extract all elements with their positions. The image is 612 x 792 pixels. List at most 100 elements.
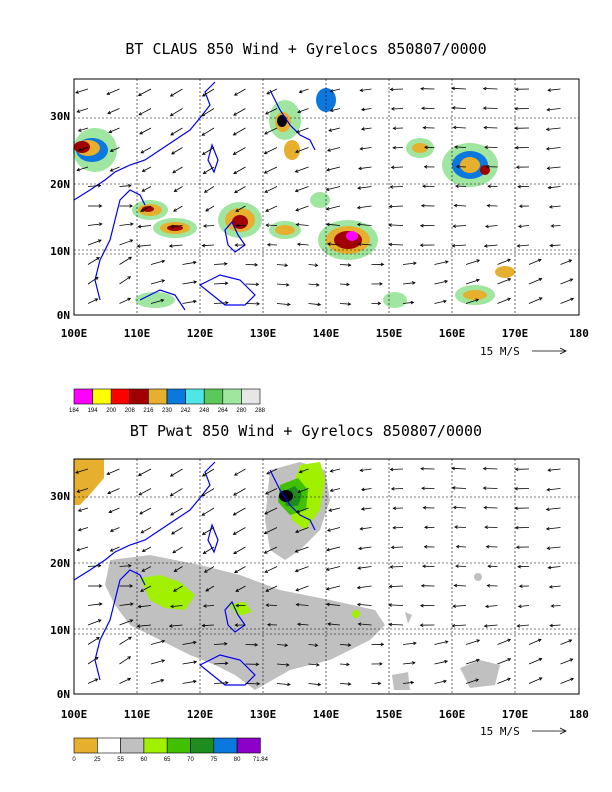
wind-vector [360, 527, 372, 530]
wind-vector [296, 507, 309, 513]
wind-vector [339, 663, 350, 665]
wind-vector [140, 205, 152, 212]
wind-vector-head [410, 680, 415, 685]
wind-vector-head [545, 127, 550, 131]
wind-vector [434, 300, 447, 304]
wind-vector-head [128, 636, 132, 640]
wind-vector [339, 644, 351, 646]
wind-vector-head [264, 569, 269, 573]
wind-vector [173, 585, 183, 592]
colorbar-swatch [236, 737, 261, 754]
wind-vector-head [484, 145, 488, 149]
colorbar-tick-label: 248 [199, 408, 210, 414]
colorbar-tick-label: 55 [117, 757, 124, 763]
wind-vector [87, 257, 100, 265]
wind-vector-head [265, 223, 269, 227]
wind-vector-head [314, 643, 319, 647]
wind-vector [547, 108, 561, 111]
wind-vector-head [205, 588, 210, 592]
wind-vector-head [359, 468, 364, 472]
wind-vector [213, 643, 227, 645]
wind-vector [339, 264, 351, 266]
wind-vector-head [325, 567, 330, 571]
wind-vector [87, 185, 101, 187]
wind-vector-head [455, 544, 460, 549]
panel1-lon-label: 170E [502, 327, 529, 340]
wind-vector-head [294, 568, 299, 573]
colorbar-tick-label: 60 [141, 757, 148, 763]
wind-vector [517, 624, 530, 627]
panel1-lon-label: 130E [250, 327, 277, 340]
wind-vector [138, 605, 152, 608]
wind-vector [434, 680, 447, 684]
wind-vector-head [109, 528, 114, 532]
panel1-lon-label: 160E [439, 327, 466, 340]
wind-vector [528, 658, 542, 665]
wind-vector-head [233, 472, 238, 476]
wind-vector-head [140, 529, 145, 534]
wind-vector-head [347, 643, 352, 647]
wind-vector-head [285, 663, 290, 667]
wind-vector [326, 566, 341, 571]
wind-vector [389, 585, 404, 587]
panel2-lon-label: 130E [250, 708, 277, 721]
wind-vector [182, 680, 197, 684]
wind-vector [357, 186, 372, 189]
wind-vector-head [234, 189, 238, 193]
wind-vector [150, 659, 165, 665]
wind-vector-head [168, 624, 173, 628]
wind-vector-head [140, 208, 144, 212]
wind-vector-head [569, 658, 574, 662]
wind-vector-head [517, 224, 522, 229]
wind-vector [454, 205, 467, 207]
wind-vector-head [325, 547, 330, 552]
wind-vector [483, 468, 498, 470]
wind-vector-head [347, 302, 352, 306]
wind-vector [550, 624, 561, 627]
wind-vector [87, 565, 101, 567]
wind-vector [390, 468, 404, 470]
wind-vector-head [203, 569, 208, 573]
wind-vector [295, 585, 309, 591]
wind-vector-head [547, 468, 551, 472]
colorbar-swatch [97, 737, 121, 754]
wind-vector-head [235, 223, 239, 228]
wind-vector-head [517, 184, 521, 189]
wind-vector [453, 507, 467, 509]
wind-vector-head [326, 148, 331, 152]
wind-vector-head [455, 164, 460, 169]
wind-vector-head [97, 183, 102, 188]
wind-vector [140, 527, 152, 534]
wind-vector-head [514, 486, 518, 491]
wind-vector-head [452, 224, 457, 228]
wind-vector-head [390, 107, 395, 111]
wind-vector [265, 205, 278, 212]
wind-vector-head [160, 678, 165, 683]
wind-vector [546, 127, 561, 130]
wind-vector-head [201, 512, 206, 516]
wind-vector-head [107, 110, 111, 115]
wind-vector [391, 546, 404, 548]
wind-vector-head [97, 239, 102, 243]
wind-vector [265, 488, 278, 495]
wind-vector-head [422, 184, 426, 189]
wind-vector-head [232, 531, 237, 535]
wind-vector [546, 527, 561, 530]
wind-vector [361, 108, 372, 111]
wind-vector [234, 468, 246, 476]
wind-vector-head [485, 164, 490, 169]
wind-vector-head [546, 487, 551, 492]
wind-vector [182, 281, 197, 285]
wind-vector [452, 624, 467, 627]
colorbar-tick-label: 71.84 [253, 757, 269, 763]
wind-vector-head [545, 526, 550, 531]
wind-vector-head [377, 301, 382, 306]
panel1-vector-scale-label: 15 M/S [480, 345, 520, 358]
wind-vector-head [264, 131, 268, 135]
wind-vector-head [475, 298, 480, 302]
wind-vector-head [392, 526, 396, 530]
wind-vector [235, 205, 246, 212]
wind-vector-head [514, 525, 519, 530]
wind-vector [108, 507, 120, 513]
